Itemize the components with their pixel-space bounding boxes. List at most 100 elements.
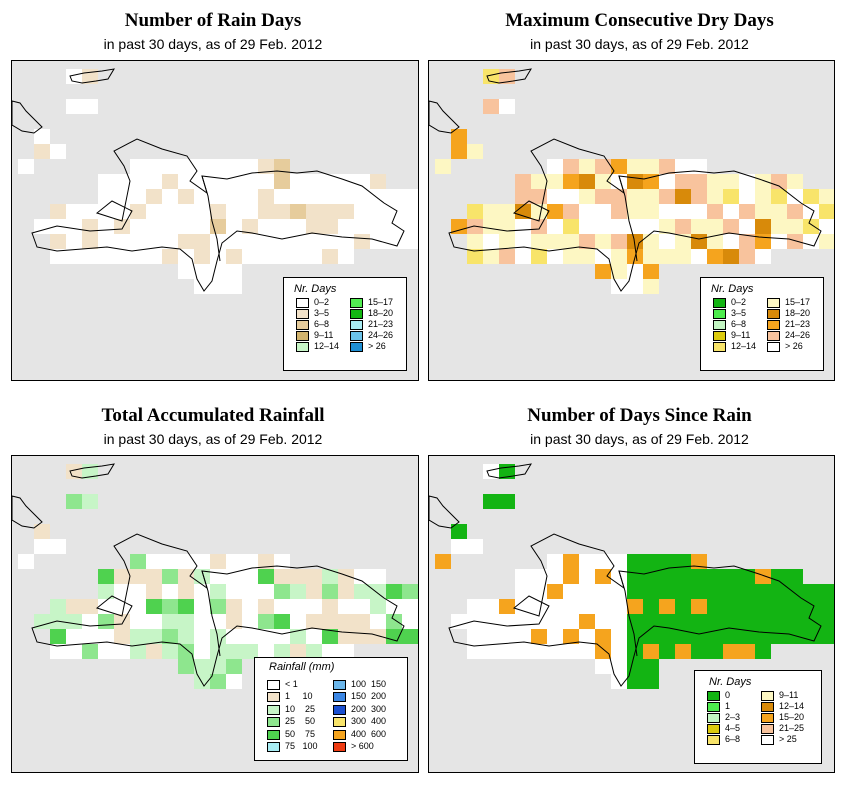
grid-cell	[82, 494, 98, 509]
grid-cell	[707, 204, 723, 219]
grid-cell	[531, 629, 547, 644]
grid-cell	[162, 159, 178, 174]
grid-cell	[162, 174, 178, 189]
grid-cell	[130, 249, 146, 264]
grid-cell	[226, 189, 242, 204]
grid-cell	[50, 249, 66, 264]
grid-cell	[723, 584, 739, 599]
grid-cell	[98, 174, 114, 189]
grid-cell	[98, 644, 114, 659]
grid-cell	[210, 204, 226, 219]
grid-cell	[386, 599, 402, 614]
grid-cell	[50, 629, 66, 644]
legend-swatch	[267, 704, 280, 715]
country-border	[618, 175, 638, 262]
grid-cell	[34, 219, 50, 234]
grid-cell	[787, 614, 803, 629]
grid-cell	[146, 629, 162, 644]
grid-cell	[579, 629, 595, 644]
grid-cell	[82, 99, 98, 114]
legend-label: 150 200	[351, 691, 387, 702]
grid-cell	[194, 264, 210, 279]
grid-cell	[595, 174, 611, 189]
grid-cell	[242, 249, 258, 264]
grid-cell	[611, 659, 627, 674]
legend-label: 21–23	[368, 319, 394, 329]
grid-cell	[595, 249, 611, 264]
panel-rain-days: Number of Rain Days in past 30 days, as …	[0, 0, 426, 390]
grid-cell	[547, 174, 563, 189]
grid-cell	[194, 249, 210, 264]
grid-cell	[723, 234, 739, 249]
grid-cell	[130, 234, 146, 249]
legend-label: 24–26	[785, 330, 811, 340]
grid-cell	[98, 234, 114, 249]
grid-cell	[627, 204, 643, 219]
grid-cell	[402, 599, 418, 614]
grid-cell	[739, 189, 755, 204]
grid-cell	[146, 554, 162, 569]
grid-cell	[547, 584, 563, 599]
grid-cell	[675, 174, 691, 189]
legend-swatch	[267, 717, 280, 728]
grid-cell	[659, 629, 675, 644]
legend-swatch	[296, 309, 309, 319]
legend-label: 12–14	[731, 341, 757, 351]
grid-cell	[739, 569, 755, 584]
legend-swatch	[267, 729, 280, 740]
grid-cell	[643, 584, 659, 599]
grid-cell	[210, 659, 226, 674]
grid-cell	[306, 189, 322, 204]
grid-cell	[627, 584, 643, 599]
grid-cell	[435, 159, 451, 174]
legend-label: 6–8	[725, 734, 741, 744]
grid-cell	[370, 174, 386, 189]
grid-cell	[755, 584, 771, 599]
grid-cell	[451, 614, 467, 629]
grid-cell	[755, 614, 771, 629]
grid-cell	[130, 189, 146, 204]
grid-cell	[691, 554, 707, 569]
grid-cell	[66, 219, 82, 234]
grid-cell	[130, 644, 146, 659]
grid-cell	[258, 189, 274, 204]
grid-cell	[210, 219, 226, 234]
grid-cell	[627, 599, 643, 614]
grid-cell	[659, 644, 675, 659]
panel-title: Number of Rain Days	[124, 10, 302, 31]
grid-cell	[787, 234, 803, 249]
panel-title: Total Accumulated Rainfall	[101, 405, 325, 426]
grid-cell	[707, 599, 723, 614]
grid-cell	[306, 204, 322, 219]
grid-cell	[194, 554, 210, 569]
grid-cell	[819, 599, 834, 614]
grid-cell	[515, 584, 531, 599]
grid-cell	[290, 629, 306, 644]
legend-swatch	[761, 735, 774, 745]
grid-cell	[467, 599, 483, 614]
grid-cell	[50, 204, 66, 219]
legend-swatch	[333, 729, 346, 740]
grid-cell	[258, 249, 274, 264]
grid-cell	[34, 614, 50, 629]
grid-cell	[322, 249, 338, 264]
grid-cell	[66, 614, 82, 629]
grid-cell	[803, 204, 819, 219]
grid-cell	[579, 204, 595, 219]
legend-swatch	[333, 717, 346, 728]
grid-cell	[515, 204, 531, 219]
grid-cell	[515, 599, 531, 614]
legend-swatch	[333, 680, 346, 690]
legend-swatch	[350, 298, 363, 308]
grid-cell	[547, 189, 563, 204]
grid-cell	[242, 234, 258, 249]
grid-cell	[306, 584, 322, 599]
grid-cell	[226, 569, 242, 584]
grid-cell	[162, 644, 178, 659]
grid-cell	[707, 614, 723, 629]
grid-cell	[771, 569, 787, 584]
grid-cell	[194, 629, 210, 644]
grid-cell	[194, 219, 210, 234]
legend-label: 15–17	[785, 297, 811, 307]
grid-cell	[130, 614, 146, 629]
